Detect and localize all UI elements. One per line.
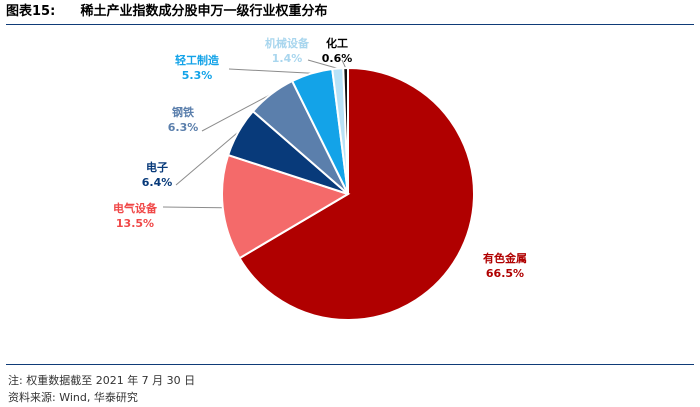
header-divider <box>6 24 694 25</box>
figure-header: 图表15: 稀土产业指数成分股申万一级行业权重分布 <box>6 2 694 22</box>
slice-value-label: 0.6% <box>322 52 353 65</box>
slice-category-label: 轻工制造 <box>175 53 220 67</box>
slice-category-label: 化工 <box>326 36 348 50</box>
figure-number: 图表15: <box>6 4 56 19</box>
slice-category-label: 有色金属 <box>483 251 527 265</box>
slice-value-label: 66.5% <box>486 267 524 280</box>
leader-lines <box>162 59 347 209</box>
pie-slice <box>221 153 351 260</box>
slice-category-label: 机械设备 <box>265 36 310 50</box>
leader-line <box>201 93 272 132</box>
footnote: 注: 权重数据截至 2021 年 7 月 30 日 <box>8 374 196 387</box>
pie-slice <box>238 66 475 321</box>
slice-category-label: 电子 <box>146 160 168 174</box>
slice-labels: 有色金属 66.5% 电气设备 13.5% 电子 6.4% 钢铁 6.3% 轻工制造 5.3% 机械… <box>113 36 527 280</box>
source-note: 资料来源: Wind, 华泰研究 <box>8 391 138 404</box>
leader-line <box>307 59 338 69</box>
footer-divider <box>6 364 694 365</box>
slice-category-label: 电气设备 <box>113 201 158 215</box>
slice-value-label: 6.3% <box>168 121 199 134</box>
pie-slices <box>221 66 475 321</box>
slice-value-label: 1.4% <box>272 52 303 65</box>
slice-value-label: 5.3% <box>182 69 213 82</box>
slice-value-label: 13.5% <box>116 217 154 230</box>
slice-category-label: 钢铁 <box>172 105 194 119</box>
slice-value-label: 6.4% <box>142 176 173 189</box>
leader-line <box>228 68 312 74</box>
pie-slice <box>342 66 349 195</box>
figure-title: 稀土产业指数成分股申万一级行业权重分布 <box>80 4 328 19</box>
leader-line <box>162 206 223 209</box>
leader-line <box>175 131 239 186</box>
